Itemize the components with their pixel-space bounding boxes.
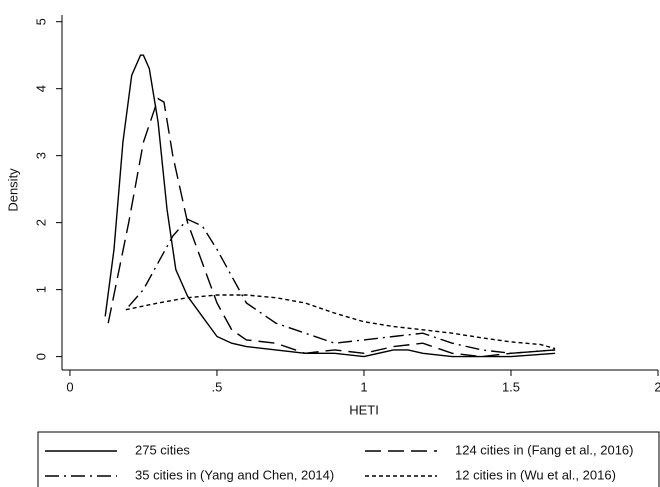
legend-label: 124 cities in (Fang et al., 2016): [455, 442, 634, 457]
y-tick-label: 5: [33, 18, 48, 25]
x-tick-label: 2: [654, 379, 660, 394]
y-tick-label: 1: [33, 286, 48, 293]
density-line: [104, 54, 556, 358]
density-line: [107, 97, 556, 358]
y-axis-title: Density: [5, 168, 20, 212]
x-tick-label: 1.5: [502, 379, 520, 394]
y-tick-label: 4: [33, 85, 48, 92]
x-tick-label: 0: [66, 379, 73, 394]
legend-label: 35 cities in (Yang and Chen, 2014): [135, 467, 334, 482]
legend-box: [37, 431, 660, 487]
legend-label: 275 cities: [135, 442, 190, 457]
y-tick-label: 2: [33, 219, 48, 226]
density-line: [125, 294, 556, 350]
density-line: [128, 218, 556, 355]
x-axis-title: HETI: [349, 402, 379, 417]
y-tick-label: 3: [33, 152, 48, 159]
legend-label: 12 cities in (Wu et al., 2016): [455, 467, 616, 482]
y-tick-label: 0: [33, 353, 48, 360]
x-tick-label: 1: [360, 379, 367, 394]
x-tick-label: .5: [212, 379, 223, 394]
